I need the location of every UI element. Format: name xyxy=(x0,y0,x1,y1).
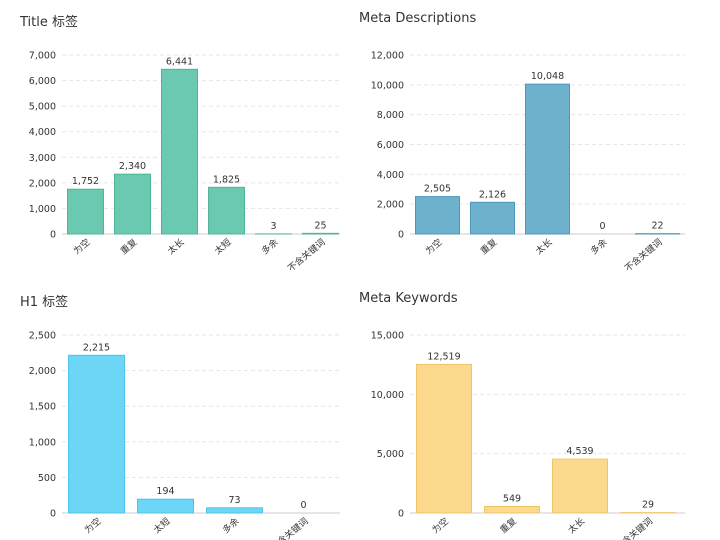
y-tick-label: 3,000 xyxy=(29,153,56,164)
x-category-label: 太短 xyxy=(151,515,173,536)
y-tick-label: 6,000 xyxy=(29,76,56,87)
y-tick-label: 0 xyxy=(50,509,56,520)
bar[interactable] xyxy=(470,201,515,235)
y-tick-label: 1,000 xyxy=(29,204,56,215)
bar[interactable] xyxy=(137,498,194,514)
bar-value-label: 3 xyxy=(270,221,276,232)
bar[interactable] xyxy=(415,196,460,235)
bar-value-label: 1,825 xyxy=(213,174,240,185)
x-category-label: 为空 xyxy=(423,236,445,257)
x-category-label: 多余 xyxy=(259,236,281,257)
y-tick-label: 5,000 xyxy=(377,449,404,460)
bar[interactable] xyxy=(67,188,104,235)
bar-value-label: 1,752 xyxy=(72,176,99,187)
bar-value-label: 2,340 xyxy=(119,161,146,172)
x-category-label: 多余 xyxy=(220,515,242,536)
x-category-label: 太长 xyxy=(165,236,187,257)
y-tick-label: 15,000 xyxy=(371,331,404,342)
y-tick-label: 7,000 xyxy=(29,51,56,62)
bar-value-label: 6,441 xyxy=(166,56,193,67)
bar[interactable] xyxy=(416,363,472,514)
chart-title: H1 标签 xyxy=(20,295,69,310)
bar-value-label: 194 xyxy=(156,486,174,497)
bar-value-label: 2,126 xyxy=(479,189,506,200)
x-category-label: 为空 xyxy=(429,515,451,536)
chart-h1-tag: H1 标签 0 500 1,000 1,500 2,000 2,500 2,215 为空 194… xyxy=(0,285,350,540)
chart-meta-keywords: Meta Keywords 0 5,000 10,000 15,000 12,519 为空… xyxy=(355,285,715,540)
bar-chart-svg: 0 1,000 2,000 3,000 4,000 5,000 6,000 7,000 1,75… xyxy=(29,51,340,274)
bar-value-label: 2,505 xyxy=(424,184,451,195)
x-category-label: 为空 xyxy=(82,515,104,536)
y-tick-label: 2,000 xyxy=(377,200,404,211)
y-tick-label: 2,000 xyxy=(29,178,56,189)
chart-meta-descriptions: Meta Descriptions 0 2,000 4,000 6,000 8,000 1… xyxy=(355,0,715,274)
bar-chart-svg: 0 2,000 4,000 6,000 8,000 10,000 12,000 2,505 为空… xyxy=(371,51,685,274)
x-category-label: 重复 xyxy=(118,236,140,257)
bar[interactable] xyxy=(525,83,570,235)
x-category-label: 不含关键词 xyxy=(613,515,655,540)
bar[interactable] xyxy=(114,173,151,235)
chart-title: Title 标签 xyxy=(20,15,78,30)
y-tick-label: 500 xyxy=(38,473,56,484)
bar-value-label: 549 xyxy=(503,493,521,504)
x-category-label: 为空 xyxy=(71,236,93,257)
y-tick-label: 1,500 xyxy=(29,402,56,413)
y-tick-label: 4,000 xyxy=(29,127,56,138)
bar[interactable] xyxy=(161,68,198,235)
x-category-label: 重复 xyxy=(497,515,519,536)
x-category-label: 不含关键词 xyxy=(622,236,664,274)
y-tick-label: 10,000 xyxy=(371,390,404,401)
bar-value-label: 0 xyxy=(300,500,306,511)
bar[interactable] xyxy=(484,505,540,514)
x-category-label: 不含关键词 xyxy=(268,515,310,540)
bar[interactable] xyxy=(302,232,339,235)
y-tick-label: 0 xyxy=(398,230,404,241)
chart-title: Meta Descriptions xyxy=(359,11,477,26)
bar[interactable] xyxy=(552,458,608,514)
bar-value-label: 25 xyxy=(314,220,326,231)
x-category-label: 太长 xyxy=(533,236,555,257)
chart-title-tag: Title 标签 0 1,000 2,000 3,000 4,000 5,000 6,000… xyxy=(0,0,350,274)
x-category-label: 重复 xyxy=(478,236,500,257)
bar[interactable] xyxy=(206,507,263,514)
y-tick-label: 8,000 xyxy=(377,110,404,121)
y-tick-label: 0 xyxy=(50,230,56,241)
bar[interactable] xyxy=(68,354,125,514)
bar-value-label: 4,539 xyxy=(566,446,593,457)
bar-chart-svg: 0 5,000 10,000 15,000 12,519 为空 549 重复 4,539 太长 29… xyxy=(371,331,685,540)
bar-value-label: 0 xyxy=(599,221,605,232)
y-tick-label: 10,000 xyxy=(371,80,404,91)
y-tick-label: 4,000 xyxy=(377,170,404,181)
bar-value-label: 29 xyxy=(642,500,654,511)
bar-chart-svg: 0 500 1,000 1,500 2,000 2,500 2,215 为空 194 太短 73 多余… xyxy=(29,331,340,540)
y-tick-label: 2,000 xyxy=(29,366,56,377)
chart-title: Meta Keywords xyxy=(359,291,458,306)
y-tick-label: 12,000 xyxy=(371,51,404,62)
x-category-label: 太长 xyxy=(565,515,587,536)
y-tick-label: 0 xyxy=(398,509,404,520)
y-tick-label: 6,000 xyxy=(377,140,404,151)
y-tick-label: 1,000 xyxy=(29,437,56,448)
x-category-label: 多余 xyxy=(588,236,610,257)
bar-value-label: 12,519 xyxy=(427,351,460,362)
bar-value-label: 2,215 xyxy=(83,342,110,353)
x-category-label: 不含关键词 xyxy=(285,236,327,274)
bar-value-label: 10,048 xyxy=(531,71,564,82)
y-tick-label: 2,500 xyxy=(29,331,56,342)
bar-value-label: 73 xyxy=(228,495,240,506)
x-category-label: 太短 xyxy=(212,236,234,257)
bar-value-label: 22 xyxy=(651,221,663,232)
bar[interactable] xyxy=(208,186,245,235)
y-tick-label: 5,000 xyxy=(29,102,56,113)
